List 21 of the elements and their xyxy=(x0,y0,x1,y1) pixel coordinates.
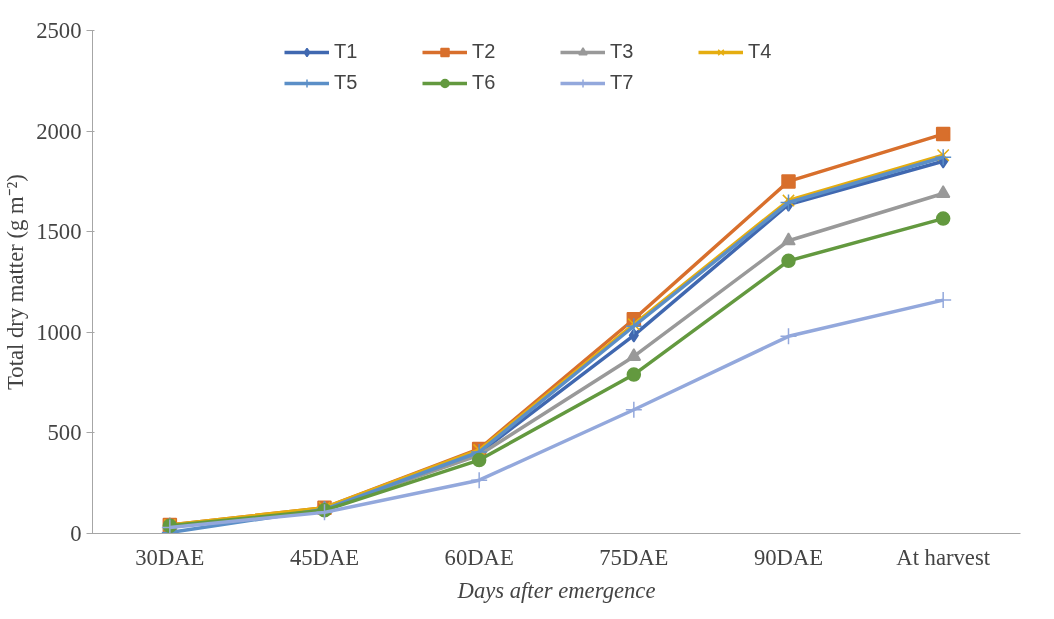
y-axis-title: Total dry matter (g m⁻²) xyxy=(3,174,29,390)
legend-label: T2 xyxy=(472,40,497,63)
legend-label: T6 xyxy=(472,71,497,94)
y-tick-label: 0 xyxy=(70,521,82,546)
x-tick-label: At harvest xyxy=(896,544,991,570)
y-tick-label: 2500 xyxy=(36,18,82,43)
legend-label: T7 xyxy=(610,71,635,94)
y-tick-label: 500 xyxy=(47,420,82,446)
y-tick-label: 1500 xyxy=(36,219,82,245)
y-tick-label: 1000 xyxy=(36,319,82,345)
legend-label: T3 xyxy=(610,40,635,63)
x-tick-label: 60DAE xyxy=(444,544,514,570)
x-tick-label: 90DAE xyxy=(753,544,824,570)
legend-label: T4 xyxy=(748,40,773,63)
x-axis-title: Days after emergence xyxy=(456,577,656,603)
x-tick-label: 30DAE xyxy=(135,544,205,570)
x-tick-label: 45DAE xyxy=(289,544,360,570)
legend-label: T1 xyxy=(334,40,359,63)
y-tick-label: 2000 xyxy=(36,118,82,144)
legend-label: T5 xyxy=(334,71,359,94)
x-tick-label: 75DAE xyxy=(599,544,669,570)
